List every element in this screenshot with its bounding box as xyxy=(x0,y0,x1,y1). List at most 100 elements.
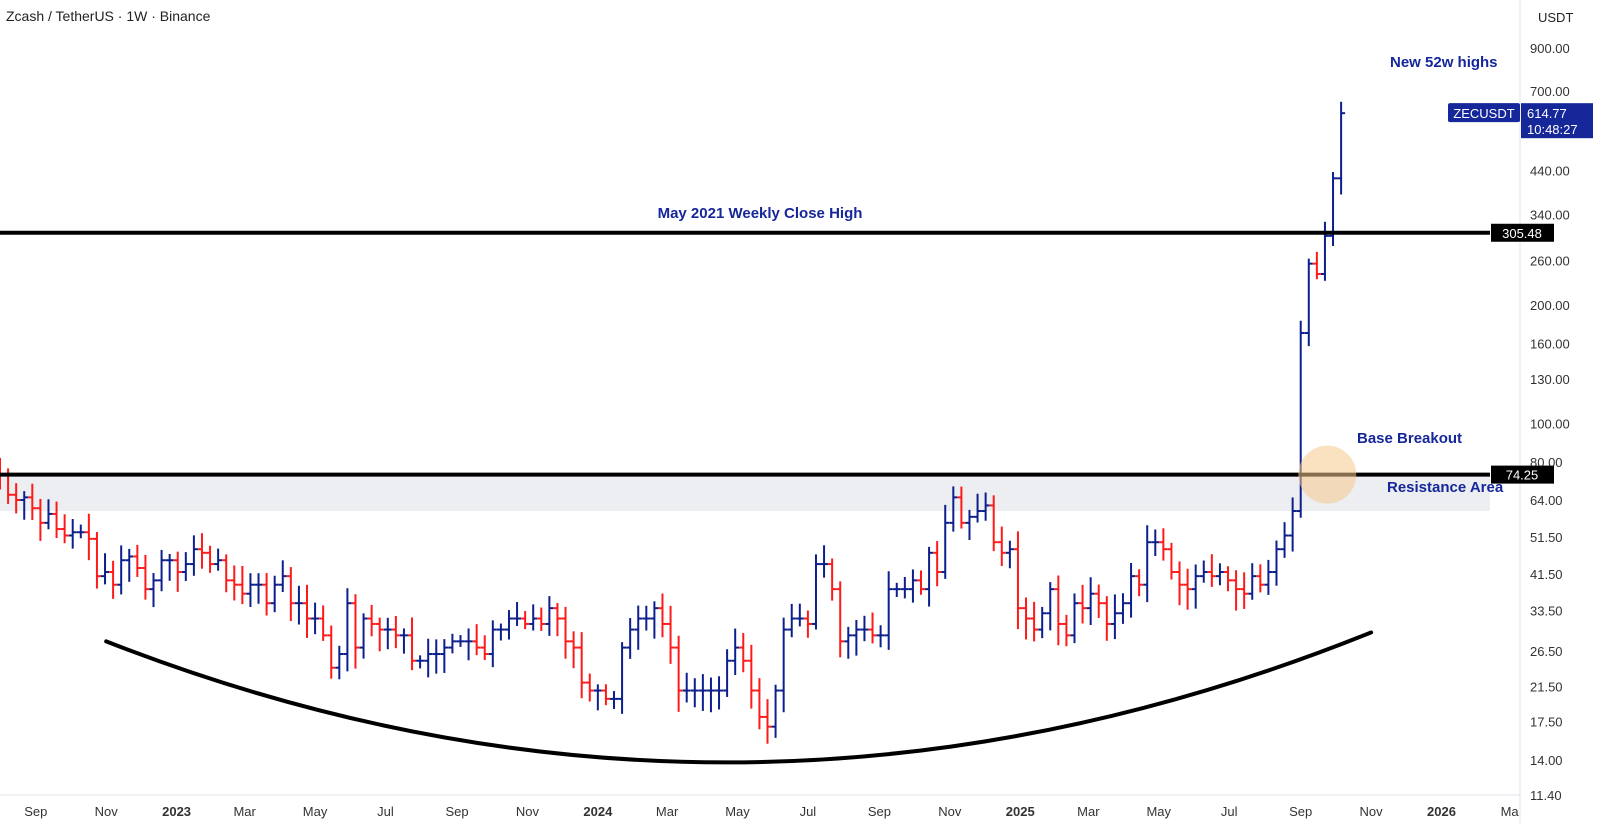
ohlc-bar xyxy=(561,606,570,659)
ohlc-bar xyxy=(787,603,796,638)
x-tick-label: Ma xyxy=(1501,804,1520,819)
ohlc-bar xyxy=(464,628,473,661)
ohlc-bar xyxy=(1280,522,1289,558)
level-price-label: 305.48 xyxy=(1502,226,1542,241)
ohlc-bar xyxy=(682,672,691,703)
ohlc-bar xyxy=(513,602,522,626)
ohlc-bar xyxy=(278,560,287,593)
ohlc-bar xyxy=(504,610,513,640)
ohlc-bar xyxy=(949,486,958,532)
ohlc-bar xyxy=(173,551,182,592)
ohlc-bar xyxy=(197,533,206,569)
ohlc-bar xyxy=(876,625,885,648)
ohlc-bar xyxy=(618,642,627,714)
ohlc-bar xyxy=(1086,577,1095,625)
bar-countdown: 10:48:27 xyxy=(1527,122,1578,137)
ohlc-bar xyxy=(1046,582,1055,631)
ohlc-bar xyxy=(553,602,562,637)
base-curve xyxy=(104,630,1374,765)
x-tick-label: Mar xyxy=(233,804,256,819)
ohlc-bar xyxy=(1337,101,1346,195)
ohlc-bar xyxy=(101,553,110,585)
ohlc-bar xyxy=(537,607,546,631)
ohlc-bar xyxy=(1232,570,1241,611)
ohlc-bar xyxy=(529,604,538,631)
x-tick-label: May xyxy=(303,804,328,819)
ohlc-bar xyxy=(795,603,804,627)
ohlc-bar xyxy=(1264,559,1273,595)
ohlc-bar xyxy=(739,633,748,673)
ohlc-bar xyxy=(335,645,344,680)
ohlc-bar xyxy=(1078,584,1087,624)
ohlc-bar xyxy=(1151,529,1160,557)
ohlc-bar xyxy=(92,531,101,589)
ohlc-bar xyxy=(189,535,198,576)
ohlc-bar xyxy=(1248,563,1257,600)
ohlc-bar xyxy=(900,576,909,599)
ohlc-bar xyxy=(270,575,279,613)
ohlc-bar xyxy=(642,605,651,631)
annotation-new-highs: New 52w highs xyxy=(1390,54,1498,71)
ohlc-bar xyxy=(908,569,917,603)
ohlc-bar xyxy=(383,617,392,650)
ohlc-bar xyxy=(1288,497,1297,552)
ohlc-bar xyxy=(763,699,772,744)
ohlc-bar xyxy=(133,544,142,577)
annotation-may-2021-high: May 2021 Weekly Close High xyxy=(658,205,863,222)
ohlc-bar xyxy=(811,554,820,630)
x-tick-label: Sep xyxy=(868,804,891,819)
ohlc-bar xyxy=(1167,542,1176,580)
ohlc-bar xyxy=(1038,606,1047,639)
ohlc-bar xyxy=(367,604,376,637)
ohlc-bar xyxy=(715,676,724,710)
ohlc-bar xyxy=(989,495,998,552)
annotation-base-breakout: Base Breakout xyxy=(1357,430,1462,447)
ohlc-bar xyxy=(52,501,61,539)
ohlc-bar xyxy=(432,639,441,674)
ohlc-bar xyxy=(84,513,93,561)
ohlc-bar xyxy=(1022,597,1031,640)
ohlc-bar xyxy=(1183,568,1192,610)
ohlc-bar xyxy=(311,602,320,635)
ohlc-bar xyxy=(375,617,384,652)
ohlc-bar xyxy=(1102,596,1111,641)
ohlc-bar xyxy=(254,573,263,604)
ohlc-bar xyxy=(706,677,715,713)
ohlc-bar xyxy=(521,611,530,630)
ohlc-bar xyxy=(109,560,118,599)
ohlc-bar xyxy=(391,615,400,649)
ohlc-bar xyxy=(1312,251,1321,280)
ohlc-bar xyxy=(941,504,950,579)
ohlc-bar xyxy=(230,565,239,601)
y-tick-label: 64.00 xyxy=(1530,493,1563,508)
ohlc-bar xyxy=(650,601,659,639)
ohlc-bar xyxy=(601,684,610,706)
ohlc-bar xyxy=(658,593,667,638)
y-tick-label: 130.00 xyxy=(1530,372,1570,387)
ohlc-bar xyxy=(828,558,837,601)
ohlc-bar xyxy=(1240,572,1249,609)
ohlc-bar xyxy=(456,635,465,647)
ohlc-bar xyxy=(1127,562,1136,618)
ohlc-bar xyxy=(416,655,425,669)
x-tick-label: Sep xyxy=(445,804,468,819)
ohlc-bar xyxy=(149,573,158,608)
ohlc-bar xyxy=(480,635,489,661)
ohlc-bar xyxy=(294,585,303,625)
x-tick-label: 2025 xyxy=(1006,804,1035,819)
ohlc-bar xyxy=(1304,258,1313,347)
ohlc-bar xyxy=(779,617,788,713)
x-tick-label: Jul xyxy=(377,804,394,819)
ohlc-bar xyxy=(674,635,683,712)
y-tick-label: 900.00 xyxy=(1530,41,1570,56)
ohlc-bar xyxy=(165,553,174,581)
y-tick-label: 14.00 xyxy=(1530,753,1563,768)
ohlc-bar xyxy=(246,573,255,607)
ohlc-bar xyxy=(1110,594,1119,640)
x-tick-label: Nov xyxy=(938,804,962,819)
y-tick-label: 33.50 xyxy=(1530,604,1563,619)
ohlc-bar xyxy=(472,624,481,656)
ohlc-bar xyxy=(1175,561,1184,606)
y-tick-label: 100.00 xyxy=(1530,417,1570,432)
